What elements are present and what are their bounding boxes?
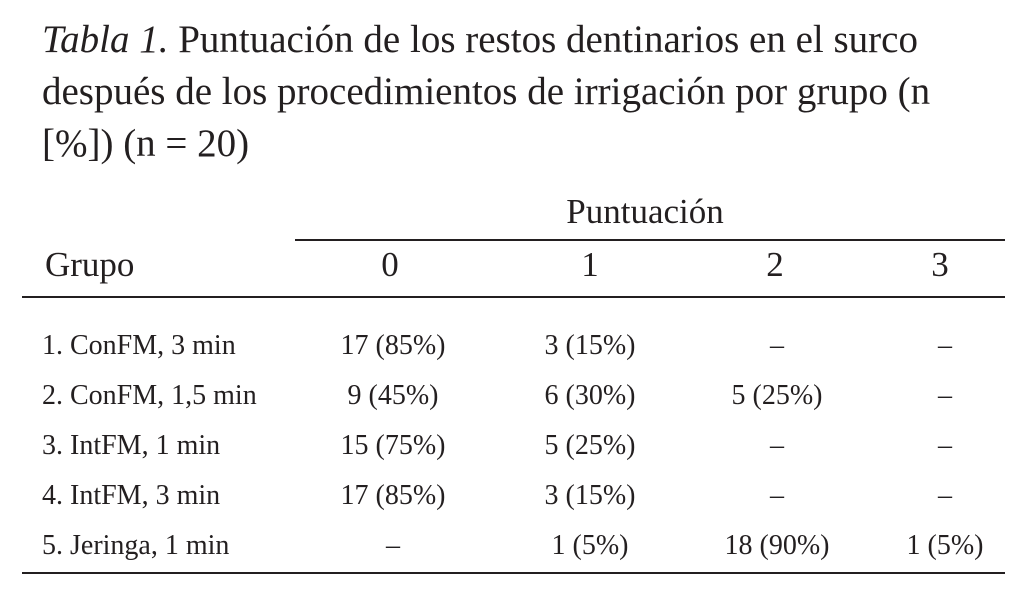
cell: 3 (15%) — [544, 330, 636, 361]
cell: 5 (25%) — [544, 430, 636, 461]
cell: 1 (5%) — [906, 530, 984, 561]
cell: 5 (25%) — [731, 380, 823, 411]
title-text: Puntuación de los restos dentinarios en … — [42, 18, 931, 165]
row-label: 3. IntFM, 1 min — [42, 430, 221, 461]
cell: – — [938, 480, 952, 511]
group-header: Puntuación — [566, 192, 724, 231]
cell: – — [386, 530, 400, 561]
column-header: 2 — [766, 245, 784, 284]
column-header: 1 — [581, 245, 599, 284]
column-header: Grupo — [45, 245, 135, 284]
rule — [22, 296, 1005, 298]
table-title: Tabla 1. Puntuación de los restos dentin… — [42, 14, 942, 170]
cell: 6 (30%) — [544, 380, 636, 411]
cell: 17 (85%) — [340, 330, 446, 361]
column-header: 0 — [381, 245, 399, 284]
cell: 15 (75%) — [340, 430, 446, 461]
cell: 3 (15%) — [544, 480, 636, 511]
cell: 18 (90%) — [724, 530, 830, 561]
rule — [295, 239, 1005, 241]
cell: – — [770, 430, 784, 461]
rule — [22, 572, 1005, 574]
cell: 1 (5%) — [551, 530, 629, 561]
column-header: 3 — [931, 245, 949, 284]
row-label: 2. ConFM, 1,5 min — [42, 380, 257, 411]
row-label: 5. Jeringa, 1 min — [42, 530, 230, 561]
cell: 17 (85%) — [340, 480, 446, 511]
title-label: Tabla 1. — [42, 18, 169, 61]
cell: – — [770, 480, 784, 511]
row-label: 4. IntFM, 3 min — [42, 480, 221, 511]
row-label: 1. ConFM, 3 min — [42, 330, 236, 361]
cell: – — [938, 380, 952, 411]
cell: – — [770, 330, 784, 361]
cell: 9 (45%) — [347, 380, 439, 411]
cell: – — [938, 430, 952, 461]
cell: – — [938, 330, 952, 361]
